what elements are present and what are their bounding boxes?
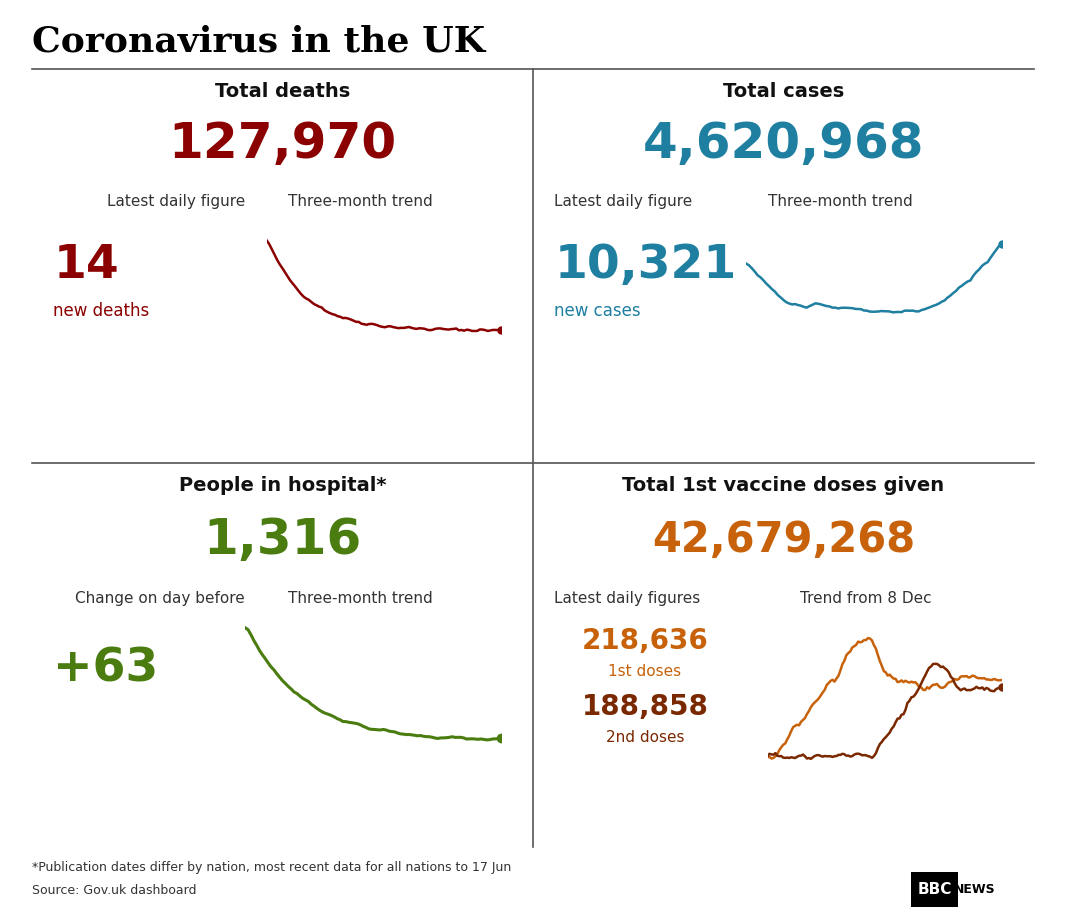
Text: NEWS: NEWS	[954, 883, 996, 896]
Text: Three-month trend: Three-month trend	[288, 194, 433, 209]
Text: +63: +63	[53, 646, 159, 692]
Text: 127,970: 127,970	[168, 120, 397, 168]
Text: 4,620,968: 4,620,968	[643, 120, 924, 168]
Text: People in hospital*: People in hospital*	[179, 476, 386, 495]
Text: 14: 14	[53, 243, 119, 289]
Text: 2nd doses: 2nd doses	[605, 730, 684, 745]
Bar	[911, 872, 957, 907]
Text: Change on day before: Change on day before	[75, 591, 244, 605]
Text: 1,316: 1,316	[204, 517, 361, 564]
Text: Latest daily figure: Latest daily figure	[554, 194, 693, 209]
Text: Source: Gov.uk dashboard: Source: Gov.uk dashboard	[32, 884, 196, 897]
Text: Latest daily figures: Latest daily figures	[554, 591, 700, 605]
Text: 1st doses: 1st doses	[609, 664, 681, 679]
Text: Total cases: Total cases	[723, 82, 844, 101]
Text: 10,321: 10,321	[554, 243, 737, 289]
Text: 188,858: 188,858	[581, 693, 709, 721]
Text: Trend from 8 Dec: Trend from 8 Dec	[800, 591, 931, 605]
Text: BBC: BBC	[918, 882, 952, 897]
Text: Coronavirus in the UK: Coronavirus in the UK	[32, 24, 485, 59]
Text: Three-month trend: Three-month trend	[768, 194, 912, 209]
Text: Latest daily figure: Latest daily figure	[107, 194, 245, 209]
Text: 42,679,268: 42,679,268	[652, 519, 915, 562]
Text: new deaths: new deaths	[53, 302, 149, 321]
Text: Total 1st vaccine doses given: Total 1st vaccine doses given	[623, 476, 944, 495]
Text: Total deaths: Total deaths	[215, 82, 350, 101]
Text: new cases: new cases	[554, 302, 641, 321]
Text: *Publication dates differ by nation, most recent data for all nations to 17 Jun: *Publication dates differ by nation, mos…	[32, 861, 512, 874]
Text: Three-month trend: Three-month trend	[288, 591, 433, 605]
Text: 218,636: 218,636	[582, 627, 708, 655]
